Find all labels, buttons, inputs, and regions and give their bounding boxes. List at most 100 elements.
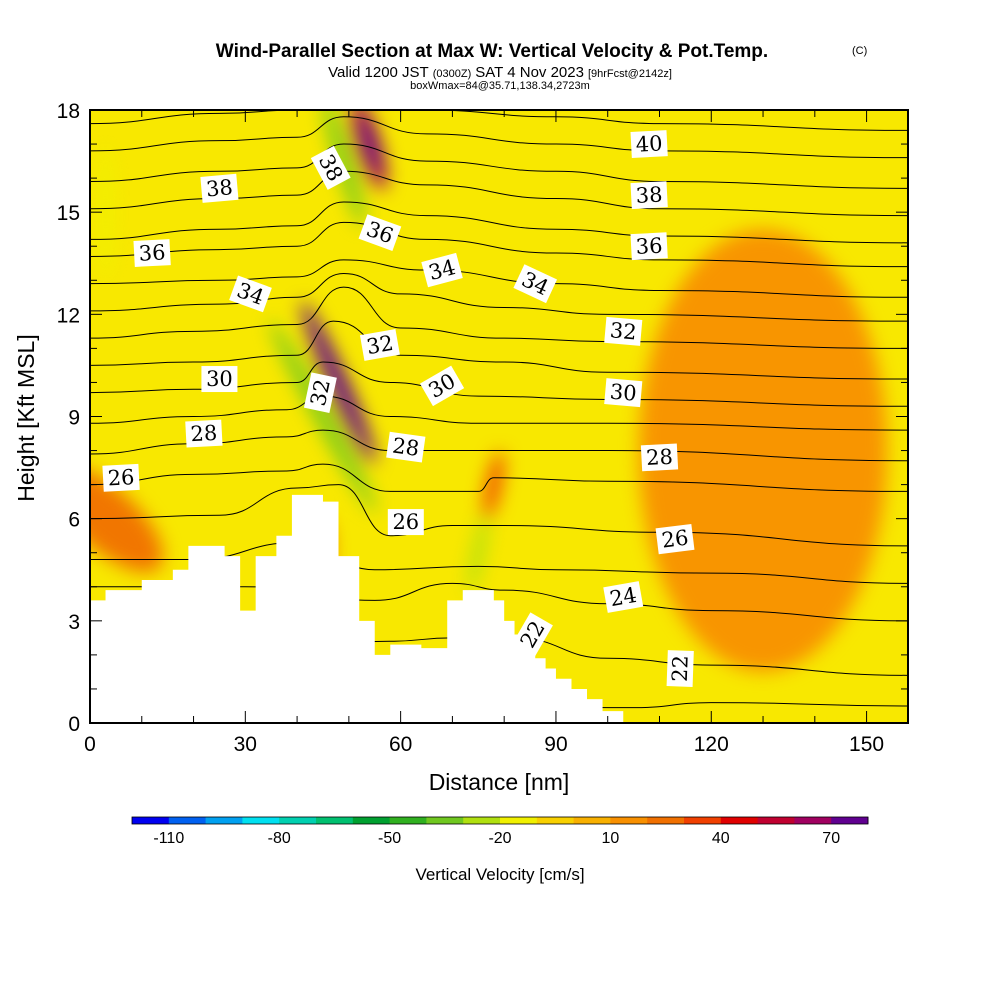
contour-label-bg xyxy=(421,252,463,288)
colorbar-swatch xyxy=(132,817,170,824)
contour-label-bg xyxy=(387,509,424,536)
contour-label-text: 32 xyxy=(609,318,638,344)
colorbar-swatch xyxy=(831,817,869,824)
theta-contour-27 xyxy=(90,463,908,492)
colorbar-swatch xyxy=(463,817,501,824)
colorbar-swatch xyxy=(205,817,243,824)
contour-label-bg xyxy=(655,524,695,555)
colorbar-swatch xyxy=(426,817,464,824)
forecast-info: [9hrFcst@2142z] xyxy=(588,68,672,80)
valid-date: SAT 4 Nov 2023 xyxy=(475,64,584,81)
contour-label-text: 28 xyxy=(190,421,218,446)
contour-label-bg xyxy=(603,581,644,613)
contour-label: 38 xyxy=(200,173,239,203)
contour-label: 28 xyxy=(386,431,426,463)
colorbar-tick-label: -110 xyxy=(153,830,184,847)
colorbar-swatch xyxy=(389,817,427,824)
contour-label-bg xyxy=(419,365,465,407)
contour-label: 22 xyxy=(666,650,694,687)
theta-contour-36 xyxy=(90,201,908,244)
colorbar-swatch xyxy=(168,817,207,824)
colorbar-swatch xyxy=(352,817,391,824)
contour-label: 32 xyxy=(604,316,643,346)
theta-contour-29 xyxy=(90,395,908,431)
y-tick-label: 12 xyxy=(57,304,80,327)
colorbar-tick-label: 40 xyxy=(712,830,730,847)
contour-label: 32 xyxy=(303,372,337,413)
contour-label: 32 xyxy=(359,329,400,361)
y-tick-label: 6 xyxy=(68,509,80,532)
velocity-main-updraft-core xyxy=(316,333,361,431)
x-tick-label: 90 xyxy=(544,733,567,756)
colorbar-swatch xyxy=(242,817,280,824)
terrain xyxy=(90,494,624,723)
x-axis: 0 30 60 90 120 150 xyxy=(84,110,884,756)
y-tick-label: 3 xyxy=(68,611,80,634)
contour-label: 28 xyxy=(185,419,223,448)
colorbar-swatch xyxy=(610,817,648,824)
contour-label: 24 xyxy=(603,581,644,613)
contour-label-bg xyxy=(666,650,694,687)
contour-label-bg xyxy=(640,443,679,472)
theta-contour-33 xyxy=(90,272,908,322)
theta-contour-35 xyxy=(90,221,908,268)
colorbar-label: Vertical Velocity [cm/s] xyxy=(415,865,584,884)
contour-label-text: 32 xyxy=(365,331,395,359)
velocity-upper-updraft-core xyxy=(359,116,380,172)
colorbar-swatch xyxy=(684,817,722,824)
colorbar-tick-label: -50 xyxy=(378,830,401,847)
utc-time: (0300Z) xyxy=(433,68,472,80)
contour-label-text: 36 xyxy=(138,240,166,265)
theta-contour-32 xyxy=(90,286,908,349)
colorbar-swatch xyxy=(794,817,832,824)
x-tick-label: 30 xyxy=(234,733,257,756)
contour-label-bg xyxy=(303,372,337,413)
contour-label-text: 30 xyxy=(609,380,638,406)
contour-label-bg xyxy=(359,329,400,361)
velocity-lee-updraft xyxy=(484,451,504,519)
contour-label-text: 26 xyxy=(392,510,419,534)
x-tick-label: 150 xyxy=(849,733,884,756)
colorbar: -110 -80 -50 -20 10 40 70 xyxy=(131,816,869,847)
colorbar-swatch xyxy=(500,817,538,824)
contour-label-bg xyxy=(512,612,553,657)
box-info: boxWmax=84@35.71,138.34,2723m xyxy=(410,80,590,92)
copyright-mark: (C) xyxy=(852,45,867,57)
contour-label: 40 xyxy=(630,130,668,158)
contour-label-bg xyxy=(310,145,351,190)
contour-label-bg xyxy=(102,463,140,492)
colorbar-frame xyxy=(131,816,869,825)
velocity-lee-downdraft xyxy=(468,512,489,593)
velocity-upper-downdraft xyxy=(322,110,365,227)
velocity-main-downdraft xyxy=(269,320,376,513)
theta-contour-38 xyxy=(90,143,908,189)
contour-label: 26 xyxy=(102,463,140,492)
contour-label-bg xyxy=(133,239,171,267)
colorbar-swatch xyxy=(279,817,317,824)
contour-label-text: 24 xyxy=(608,583,638,611)
contour-label-bg xyxy=(386,431,426,463)
contour-label-bg xyxy=(630,181,668,210)
contour-label-text: 26 xyxy=(660,526,689,553)
contour-label: 34 xyxy=(421,252,463,288)
chart-title: Wind-Parallel Section at Max W: Vertical… xyxy=(216,41,768,62)
contour-label-text: 32 xyxy=(306,377,335,408)
contour-label-text: 36 xyxy=(635,234,663,259)
contour-label-text: 38 xyxy=(205,175,234,201)
valid-time: Valid 1200 JST xyxy=(328,64,429,81)
contour-label-text: 40 xyxy=(635,131,663,156)
contour-label-bg xyxy=(185,419,223,448)
x-tick-label: 120 xyxy=(694,733,729,756)
contour-label-text: 22 xyxy=(668,655,693,683)
x-axis-label: Distance [nm] xyxy=(429,769,570,795)
contour-label: 36 xyxy=(133,239,171,267)
velocity-orange-region-east xyxy=(638,229,888,672)
contour-label-bg xyxy=(200,173,239,203)
contour-label: 26 xyxy=(387,509,424,536)
contour-label-bg xyxy=(630,130,668,158)
theta-contour-40 xyxy=(90,110,908,131)
chart-subtitle: Valid 1200 JST (0300Z) SAT 4 Nov 2023 [9hrF… xyxy=(328,64,672,81)
